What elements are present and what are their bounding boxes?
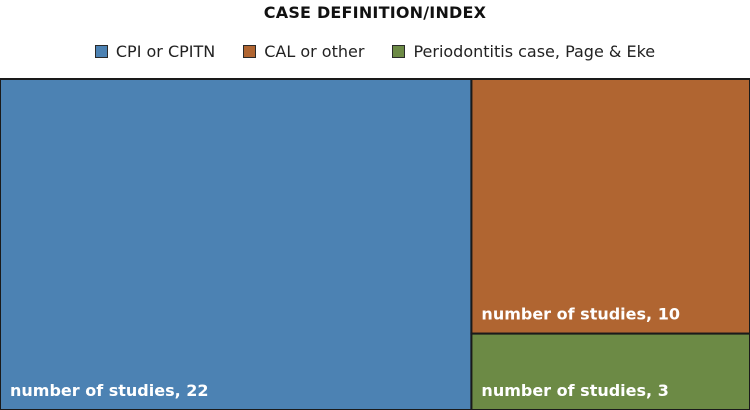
legend: CPI or CPITN CAL or other Periodontitis … — [0, 38, 750, 64]
legend-swatch-cpi — [94, 44, 108, 58]
data-label-periodontitis: number of studies, 3 — [481, 381, 668, 400]
legend-swatch-cal — [243, 44, 257, 58]
data-label-cal: number of studies, 10 — [481, 305, 680, 324]
legend-swatch-periodontitis — [392, 44, 406, 58]
legend-item-periodontitis: Periodontitis case, Page & Eke — [392, 42, 655, 61]
legend-label-cpi: CPI or CPITN — [115, 41, 216, 61]
treemap-tile-cpi — [0, 78, 473, 410]
legend-item-cpi: CPI or CPITN — [94, 41, 216, 61]
legend-item-cal: CAL or other — [243, 42, 364, 61]
legend-label-cal: CAL or other — [264, 41, 365, 61]
chart-title: CASE DEFINITION/INDEX — [263, 3, 487, 22]
treemap-tile-periodontitis — [470, 332, 750, 410]
data-label-cpi: number of studies, 22 — [10, 381, 209, 400]
legend-label-periodontitis: Periodontitis case, Page & Eke — [413, 41, 656, 61]
treemap-tile-cal — [470, 78, 750, 335]
